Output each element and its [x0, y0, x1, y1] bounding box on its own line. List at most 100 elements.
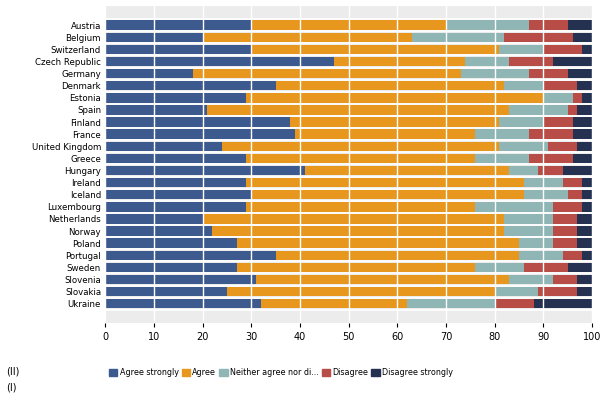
Bar — [105, 32, 203, 42]
Text: (I): (I) — [6, 383, 16, 393]
Bar — [553, 214, 578, 224]
Bar — [563, 251, 582, 260]
Bar — [524, 263, 567, 272]
Bar — [573, 32, 592, 42]
Bar — [553, 202, 582, 211]
Bar — [105, 166, 305, 175]
Bar — [412, 32, 504, 42]
Bar — [504, 214, 553, 224]
Bar — [305, 166, 509, 175]
Bar — [504, 226, 553, 236]
Bar — [563, 178, 582, 187]
Bar — [578, 105, 592, 115]
Bar — [553, 57, 592, 66]
Bar — [105, 239, 237, 248]
Bar — [105, 130, 295, 139]
Bar — [105, 93, 246, 103]
Bar — [578, 214, 592, 224]
Bar — [295, 130, 475, 139]
Bar — [582, 202, 592, 211]
Text: (II): (II) — [6, 367, 19, 377]
Bar — [105, 214, 203, 224]
Bar — [334, 57, 465, 66]
Bar — [578, 226, 592, 236]
Bar — [553, 275, 578, 284]
Bar — [246, 202, 475, 211]
Bar — [578, 275, 592, 284]
Bar — [105, 263, 237, 272]
Bar — [548, 142, 578, 151]
Bar — [529, 130, 573, 139]
Bar — [504, 81, 543, 90]
Bar — [578, 239, 592, 248]
Bar — [237, 263, 475, 272]
Bar — [105, 142, 222, 151]
Bar — [105, 178, 246, 187]
Legend: Agree strongly, Agree, Neither agree nor di..., Disagree, Disagree strongly: Agree strongly, Agree, Neither agree nor… — [109, 368, 453, 377]
Bar — [105, 57, 334, 66]
Bar — [203, 32, 412, 42]
Bar — [578, 287, 592, 296]
Bar — [105, 69, 193, 78]
Bar — [251, 190, 524, 199]
Bar — [567, 263, 592, 272]
Bar — [407, 299, 495, 308]
Bar — [193, 69, 460, 78]
Bar — [534, 299, 592, 308]
Bar — [567, 105, 578, 115]
Bar — [212, 226, 504, 236]
Bar — [582, 93, 592, 103]
Bar — [509, 105, 567, 115]
Bar — [553, 239, 578, 248]
Bar — [227, 287, 495, 296]
Bar — [509, 166, 538, 175]
Bar — [203, 214, 504, 224]
Bar — [105, 117, 290, 127]
Bar — [567, 69, 592, 78]
Bar — [519, 251, 563, 260]
Bar — [460, 69, 529, 78]
Bar — [246, 178, 524, 187]
Bar — [504, 32, 573, 42]
Bar — [499, 45, 543, 54]
Bar — [538, 166, 563, 175]
Bar — [246, 154, 475, 163]
Bar — [105, 299, 261, 308]
Bar — [529, 154, 573, 163]
Bar — [105, 251, 275, 260]
Bar — [222, 142, 499, 151]
Bar — [543, 45, 582, 54]
Bar — [105, 81, 275, 90]
Bar — [475, 154, 529, 163]
Bar — [105, 190, 251, 199]
Bar — [251, 20, 446, 30]
Bar — [573, 130, 592, 139]
Bar — [553, 226, 578, 236]
Bar — [519, 239, 553, 248]
Bar — [524, 190, 567, 199]
Bar — [261, 299, 407, 308]
Bar — [105, 287, 227, 296]
Bar — [582, 178, 592, 187]
Bar — [105, 45, 251, 54]
Bar — [475, 263, 524, 272]
Bar — [582, 190, 592, 199]
Bar — [563, 166, 592, 175]
Bar — [582, 45, 592, 54]
Bar — [475, 202, 553, 211]
Bar — [275, 251, 519, 260]
Bar — [567, 20, 592, 30]
Bar — [538, 287, 578, 296]
Bar — [475, 130, 529, 139]
Bar — [509, 57, 553, 66]
Bar — [573, 93, 582, 103]
Bar — [509, 275, 553, 284]
Bar — [251, 45, 499, 54]
Bar — [573, 154, 592, 163]
Bar — [524, 178, 563, 187]
Bar — [543, 81, 578, 90]
Bar — [499, 117, 543, 127]
Bar — [105, 20, 251, 30]
Bar — [543, 93, 573, 103]
Bar — [529, 20, 567, 30]
